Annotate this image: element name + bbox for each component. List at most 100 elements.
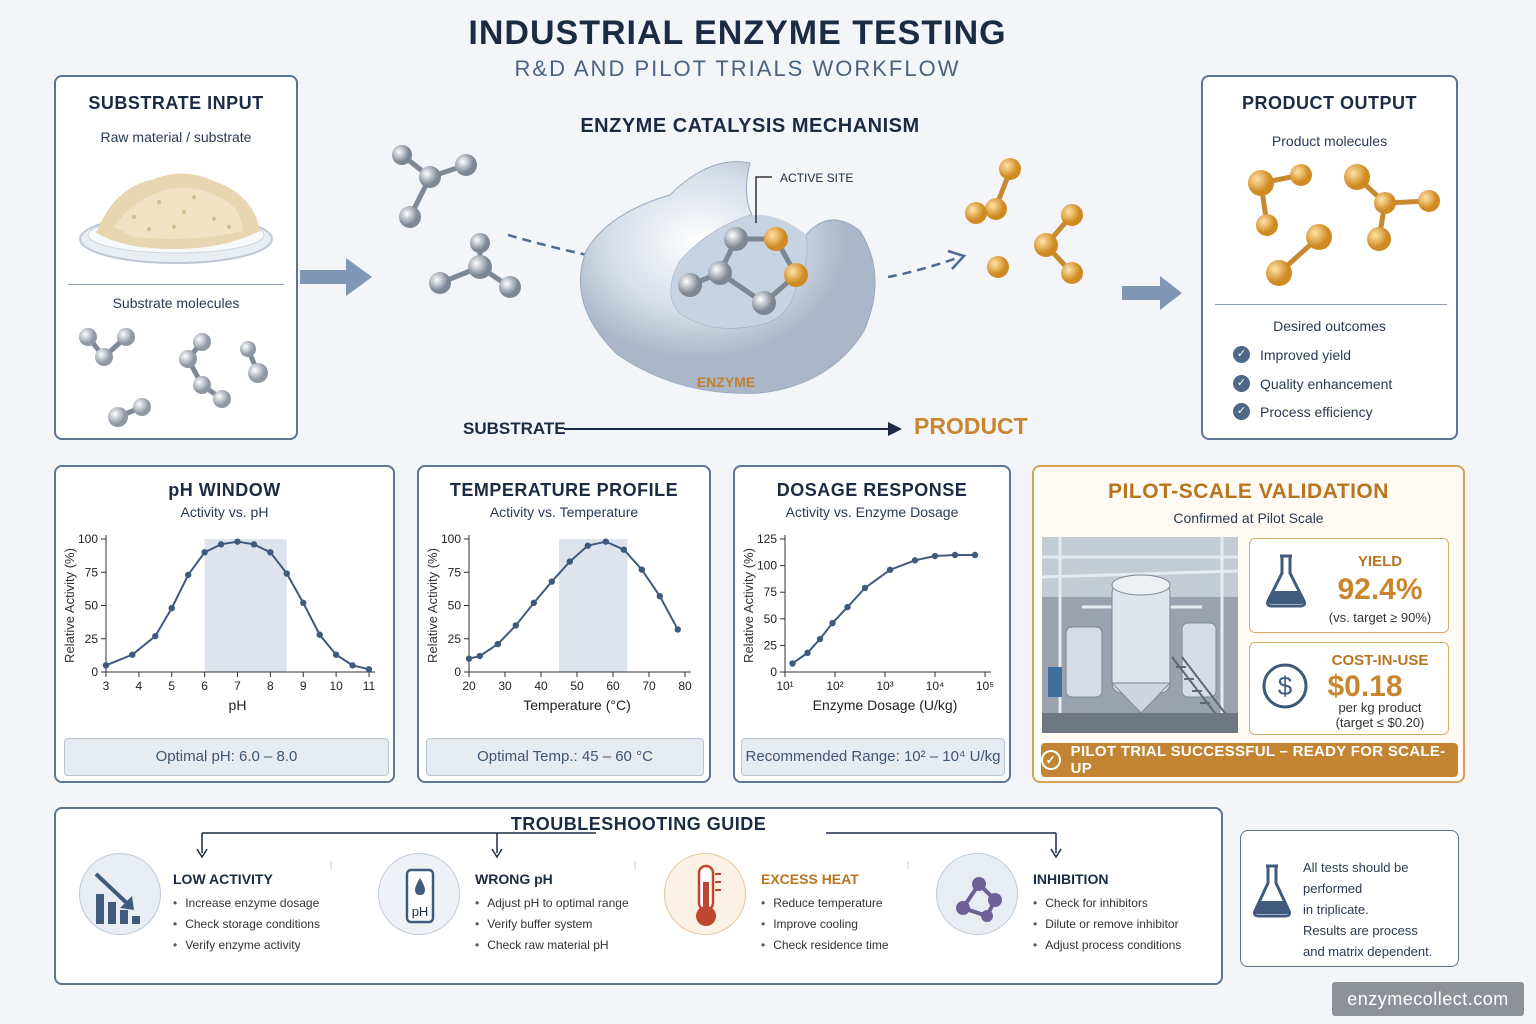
troubleshooting-bullet: Dilute or remove inhibitor [1033,914,1181,935]
y-tick-label: 50 [764,612,778,626]
note-line: and matrix dependent. [1303,944,1433,959]
product-output-panel: PRODUCT OUTPUT Product molecules Desired… [1201,75,1458,440]
data-point [829,619,836,627]
x-tick-label: 7 [234,679,241,693]
troubleshooting-connectors [196,832,1062,869]
product-label: PRODUCT [914,413,1028,439]
x-tick-label: 10 [329,679,343,693]
x-tick-label: 10⁴ [926,679,945,693]
x-tick-label: 3 [103,679,110,693]
substrate-input-title: SUBSTRATE INPUT [88,93,264,113]
ph-window-subtitle: Activity vs. pH [180,504,269,520]
x-tick-label: 10¹ [776,679,793,693]
data-point [602,538,609,545]
data-point [674,626,681,633]
data-point [267,549,274,556]
x-tick-label: 11 [363,679,376,693]
y-tick-label: 0 [770,665,777,679]
desired-outcomes-title: Desired outcomes [1273,318,1386,334]
dosage-response-panel: DOSAGE RESPONSE Activity vs. Enzyme Dosa… [733,465,1011,783]
troubleshooting-bullet: Adjust process conditions [1033,935,1181,956]
y-tick-label: 100 [441,532,461,546]
troubleshooting-bullet: Check for inhibitors [1033,893,1181,914]
temperature-profile-panel: TEMPERATURE PROFILE Activity vs. Tempera… [417,465,711,783]
data-point [102,662,110,669]
troubleshooting-bullet: Improve cooling [761,914,889,935]
low-activity-icon-wrap [79,853,161,935]
data-point [168,604,175,612]
pilot-title: PILOT-SCALE VALIDATION [1108,480,1389,503]
series-line [791,553,975,665]
reaction-arrow-icon [564,422,902,436]
y-axis-label: Relative Activity (%) [425,548,440,663]
substrate-molecules-illustration [79,328,268,427]
troubleshooting-bullet: Verify enzyme activity [173,935,320,956]
data-point [911,557,919,564]
pilot-banner-text: PILOT TRIAL SUCCESSFUL – READY FOR SCALE… [1070,743,1446,777]
dosage-recommended-note: Recommended Range: 10² – 10⁴ U/kg [741,738,1005,776]
data-point [476,652,483,660]
data-point [656,592,663,600]
note-line: in triplicate. [1303,902,1369,917]
ph-window-panel: pH WINDOW Activity vs. pH 0 25 50 75 100 3 4 5 6… [54,465,395,783]
pilot-success-banner: ✓ PILOT TRIAL SUCCESSFUL – READY FOR SCA… [1041,743,1458,777]
data-point [844,603,851,611]
substrate-molecules-label: Substrate molecules [112,295,240,311]
y-tick-label: 75 [85,565,99,579]
inhibition-title: INHIBITION [1033,871,1109,887]
cost-label: COST-IN-USE [1331,652,1429,669]
ph-activity-chart: 0 25 50 75 100 3 4 5 6 7 8 9 10 11 pH Relative Activity… [62,532,376,713]
y-tick-label: 0 [454,665,461,679]
enzyme-label: ENZYME [697,374,755,390]
y-axis-label: Relative Activity (%) [62,548,77,663]
low-activity-title: LOW ACTIVITY [173,871,273,887]
troubleshooting-bullet: Check residence time [761,935,888,956]
troubleshooting-bullet: Reduce temperature [761,893,889,914]
y-tick-label: 25 [448,632,462,646]
substrate-dish-illustration [79,173,273,264]
wrong-ph-title: WRONG pH [475,871,553,887]
product-molecules-label: Product molecules [1271,133,1388,149]
data-point [638,566,645,573]
data-point [365,666,373,673]
note-line: All tests should be performed [1303,860,1409,896]
raw-material-label: Raw material / substrate [100,129,252,145]
note-line: Results are process [1303,923,1418,938]
x-tick-label: 5 [168,679,175,693]
x-tick-label: 4 [136,679,143,693]
troubleshooting-bullet: Check raw material pH [475,935,629,956]
thermometer-icon [696,864,721,926]
flow-arrow-right-icon [300,258,372,296]
data-point [465,655,473,662]
ph-optimal-note: Optimal pH: 6.0 – 8.0 [64,738,389,776]
temperature-optimal-note: Optimal Temp.: 45 – 60 °C [426,738,704,776]
x-tick-label: 30 [498,679,512,693]
troubleshooting-panel: TROUBLESHOOTING GUIDE LOW ACTIVITY Incre… [54,807,1223,985]
active-site-label: ACTIVE SITE [780,171,853,185]
excess-heat-icon-wrap [664,853,746,935]
x-tick-label: 20 [462,679,476,693]
flow-arrow-right-icon [1122,276,1182,310]
data-point [816,635,824,643]
dosage-activity-chart: 0 25 50 75 100 125 10¹ 10² 10³ 10⁴ 10⁵ Enzyme Dosag… [741,532,994,713]
data-point [152,632,159,640]
x-tick-label: 10⁵ [976,679,994,693]
x-tick-label: 10³ [876,679,893,693]
data-point [184,571,192,579]
y-tick-label: 75 [448,565,462,579]
data-point [951,551,959,559]
data-point [316,631,323,638]
data-point [971,551,979,559]
troubleshooting-bullet: Check storage conditions [173,914,320,935]
product-output-title: PRODUCT OUTPUT [1242,93,1417,113]
flask-icon [1253,864,1291,918]
data-point [530,599,537,607]
x-tick-label: 6 [201,679,208,693]
data-point [250,541,258,548]
cost-in-use-card: $ COST-IN-USE $0.18 per kg product (targ… [1249,642,1449,735]
check-circle-icon: ✓ [1233,375,1250,392]
ph-icon-text: pH [412,904,429,919]
y-tick-label: 25 [764,638,778,652]
y-axis-label: Relative Activity (%) [741,548,756,663]
declining-bar-chart-icon [94,872,140,924]
